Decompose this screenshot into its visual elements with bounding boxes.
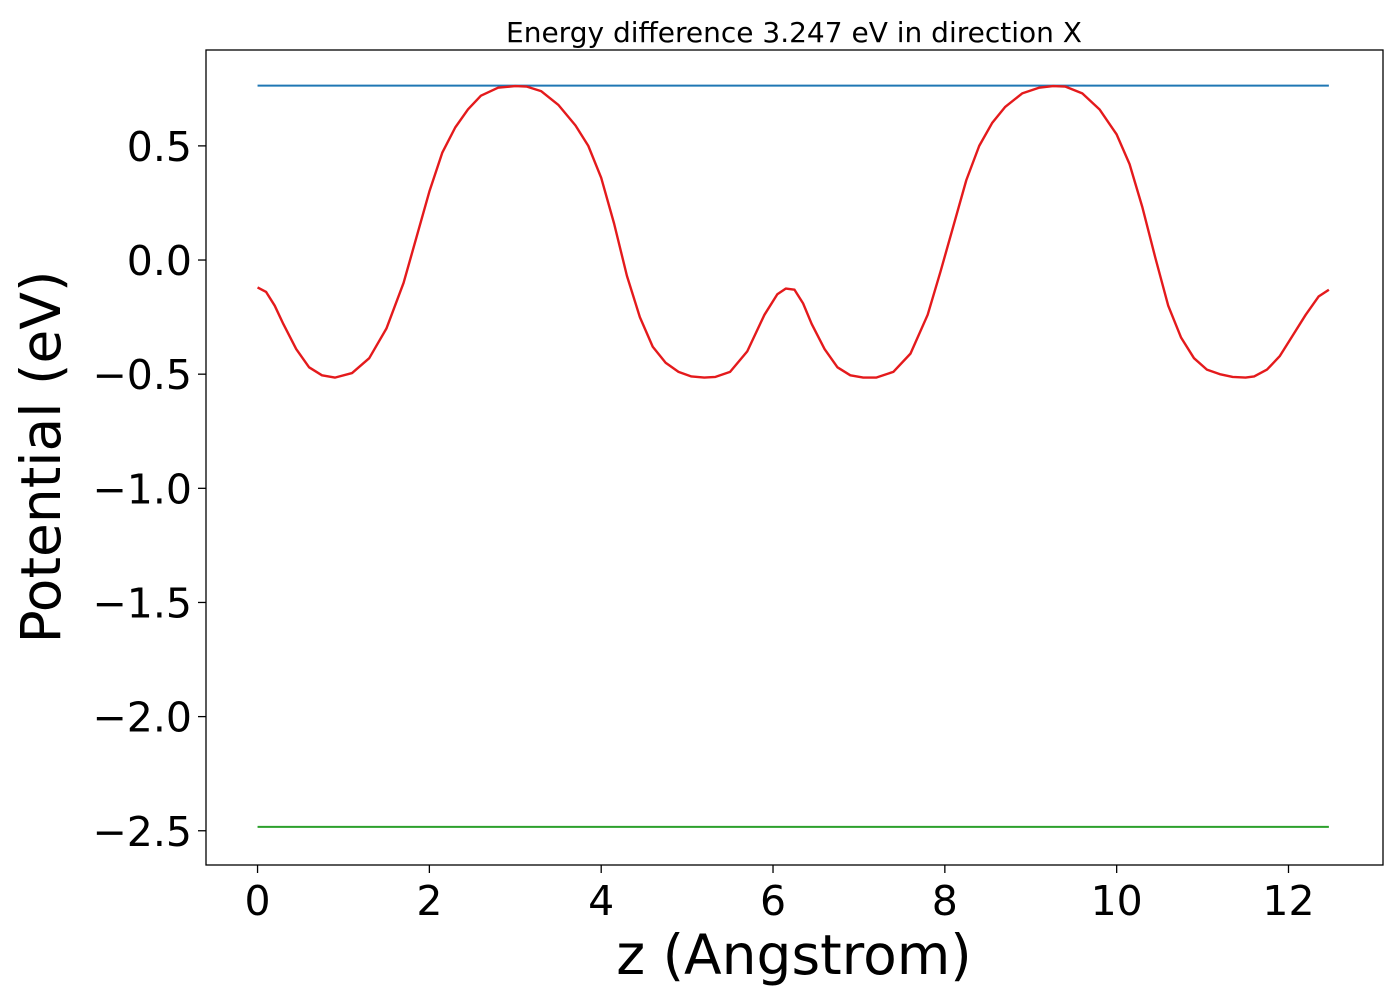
x-tick-label: 8 (932, 877, 958, 925)
y-tick-label: −1.0 (92, 465, 192, 513)
y-tick-label: −1.5 (92, 579, 192, 627)
y-tick-label: 0.0 (127, 237, 192, 285)
y-tick-label: −2.0 (92, 694, 192, 742)
plot-area (205, 49, 1384, 866)
x-tick-label: 4 (588, 877, 614, 925)
y-tick-label: −2.5 (92, 808, 192, 856)
x-tick-label: 10 (1091, 877, 1143, 925)
y-tick-label: −0.5 (92, 351, 192, 399)
x-tick-label: 0 (245, 877, 271, 925)
series-line-2 (256, 84, 1330, 379)
y-tick-label: 0.5 (127, 123, 192, 171)
x-axis-label: z (Angstrom) (616, 923, 972, 987)
chart-title: Energy difference 3.247 eV in direction … (506, 16, 1082, 49)
x-tick-label: 6 (760, 877, 786, 925)
x-tick-label: 12 (1262, 877, 1314, 925)
x-tick-label: 2 (416, 877, 442, 925)
y-axis-label: Potential (eV) (9, 271, 73, 644)
